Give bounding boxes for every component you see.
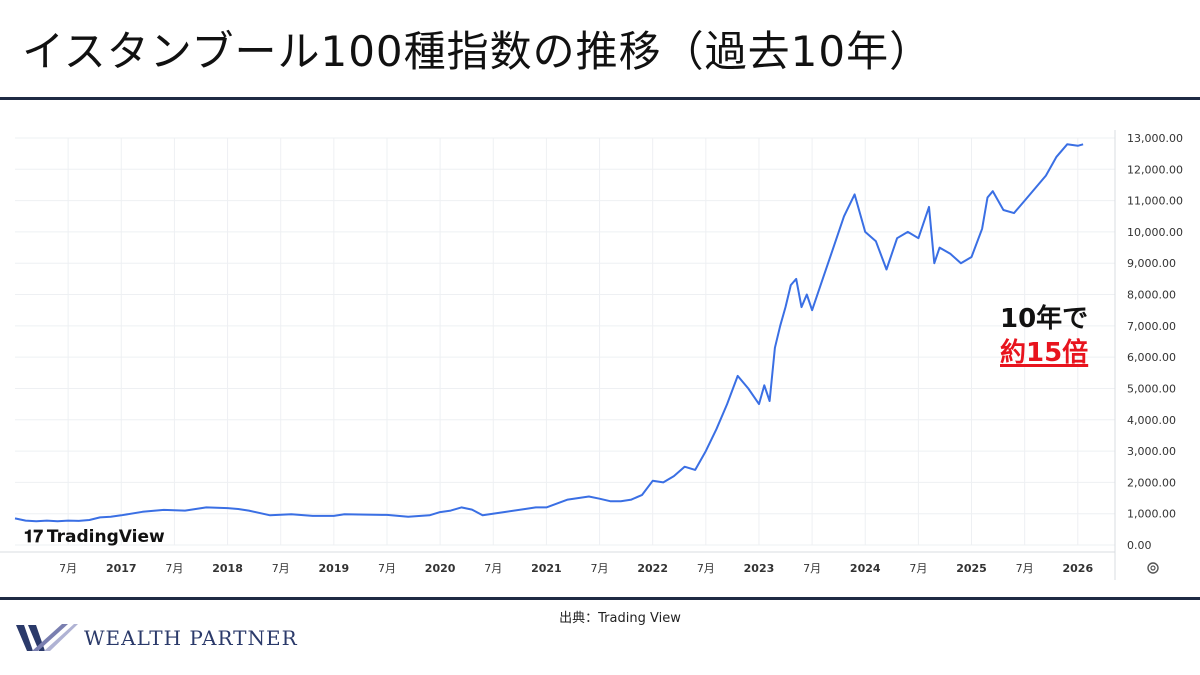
- x-tick-label: 2022: [637, 562, 668, 575]
- brand: WEALTH PARTNER: [14, 620, 298, 656]
- x-tick-label: 7月: [59, 562, 77, 575]
- x-tick-label: 7月: [909, 562, 927, 575]
- x-tick-label: 2023: [744, 562, 775, 575]
- brand-name: WEALTH PARTNER: [84, 626, 298, 650]
- annotation-line-2: 約15倍: [1000, 338, 1089, 368]
- wealth-partner-logo-icon: [16, 624, 78, 651]
- y-tick-label: 1,000.00: [1127, 508, 1176, 521]
- x-tick-label: 7月: [591, 562, 609, 575]
- x-tick-label: 7月: [484, 562, 502, 575]
- growth-annotation: 10年で 約15倍: [1000, 302, 1088, 370]
- x-tick-label: 7月: [803, 562, 821, 575]
- x-tick-label: 7月: [165, 562, 183, 575]
- y-tick-label: 7,000.00: [1127, 320, 1176, 333]
- x-tick-label: 7月: [697, 562, 715, 575]
- series-line: [14, 143, 1084, 523]
- page-title: イスタンブール100種指数の推移（過去10年）: [22, 27, 933, 76]
- line-chart: 13,000.00 12,000.00 11,000.00 10,000.00 9,00…: [0, 130, 1183, 580]
- chart-grid: [0, 130, 1116, 580]
- chart-series: [14, 143, 1084, 523]
- tradingview-logo-icon: 𝟏𝟕: [24, 527, 43, 547]
- y-tick-label: 4,000.00: [1127, 414, 1176, 427]
- x-tick-label: 2017: [106, 562, 137, 575]
- y-tick-label: 6,000.00: [1127, 351, 1176, 364]
- x-tick-label: 7月: [272, 562, 290, 575]
- y-tick-label: 12,000.00: [1127, 163, 1183, 176]
- header-divider: [0, 97, 1200, 100]
- x-tick-label: 2019: [319, 562, 350, 575]
- source-credit: 出典：Trading View: [559, 611, 681, 626]
- y-tick-label: 5,000.00: [1127, 382, 1176, 395]
- y-tick-label: 9,000.00: [1127, 257, 1176, 270]
- x-tick-label: 7月: [1016, 562, 1034, 575]
- y-tick-label: 11,000.00: [1127, 195, 1183, 208]
- tradingview-watermark-text: TradingView: [47, 527, 165, 547]
- settings-icon[interactable]: [1147, 562, 1159, 574]
- x-tick-label: 2025: [956, 562, 987, 575]
- x-tick-label: 2021: [531, 562, 562, 575]
- x-axis: 7月 2017 7月 2018 7月 2019 7月 2020 7月 2021 7月 2022 7月 20…: [59, 562, 1093, 575]
- y-tick-label: 10,000.00: [1127, 226, 1183, 239]
- tradingview-watermark: 𝟏𝟕 TradingView: [24, 527, 165, 547]
- x-tick-label: 2024: [850, 562, 881, 575]
- x-tick-label: 7月: [378, 562, 396, 575]
- x-tick-label: 2020: [425, 562, 456, 575]
- y-tick-label: 3,000.00: [1127, 445, 1176, 458]
- y-tick-label: 2,000.00: [1127, 476, 1176, 489]
- y-tick-label: 13,000.00: [1127, 132, 1183, 145]
- x-tick-label: 2018: [212, 562, 243, 575]
- x-tick-label: 2026: [1062, 562, 1093, 575]
- annotation-line-1: 10年で: [1000, 304, 1089, 334]
- footer-divider: [0, 597, 1200, 600]
- y-axis: 13,000.00 12,000.00 11,000.00 10,000.00 9,00…: [1127, 132, 1183, 552]
- y-tick-label: 0.00: [1127, 539, 1152, 552]
- y-tick-label: 8,000.00: [1127, 289, 1176, 302]
